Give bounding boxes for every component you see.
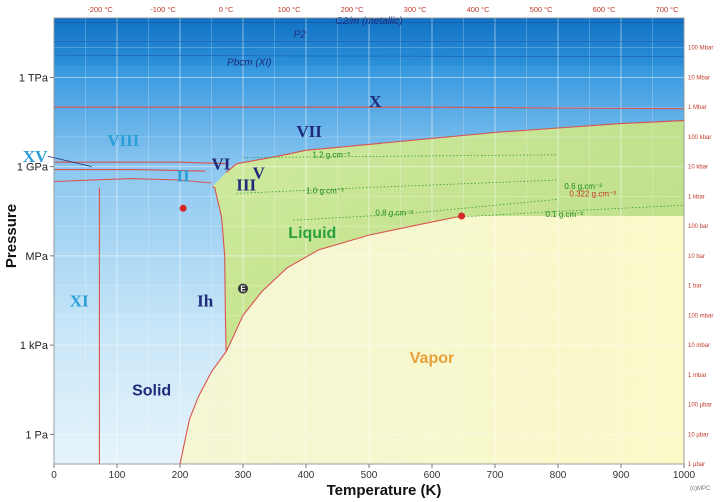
bar-tick-label: 100 kbar: [688, 135, 711, 141]
x-tick-label: 1000: [673, 470, 696, 481]
sublimation-curve: [179, 351, 227, 465]
celsius-tick-label: 500 °C: [530, 5, 554, 14]
ice-phase-label: VIII: [107, 131, 140, 150]
celsius-tick-label: 200 °C: [341, 5, 365, 14]
x-tick-label: 400: [298, 470, 315, 481]
plot-frame: [53, 17, 685, 465]
xv-boundary: [54, 169, 206, 172]
x-tick-label: 300: [235, 470, 252, 481]
footnote: (c)MPC: [690, 486, 711, 492]
celsius-tick-label: 600 °C: [593, 5, 617, 14]
x-tick-label: 900: [613, 470, 630, 481]
high-pressure-phase-label: P2: [294, 29, 307, 40]
celsius-tick-label: 0 °C: [219, 5, 234, 14]
bar-tick-label: 10 µbar: [688, 432, 708, 438]
viii-vii-boundary: [54, 161, 230, 165]
ice-phase-label: X: [369, 92, 382, 111]
y-tick-label: 1 Pa: [25, 429, 49, 441]
y-axis-label: Pressure: [3, 204, 20, 268]
vii-x-boundary: [54, 106, 685, 110]
vii-melting-curve: [277, 120, 685, 157]
density-label: 1.0 g.cm⁻³: [306, 186, 344, 195]
melting-curve: [211, 186, 227, 352]
ice-phase-label: III: [236, 175, 256, 194]
bar-tick-label: 1 µbar: [688, 462, 705, 468]
x-tick-label: 600: [424, 470, 441, 481]
bar-tick-label: 10 Mbar: [688, 75, 710, 81]
ice-phase-label: V: [253, 164, 266, 183]
bar-tick-label: 100 Mbar: [688, 46, 713, 52]
vi-liquid-curve: [225, 155, 278, 174]
y-tick-label: 1 TPa: [19, 72, 49, 84]
pbcm-boundary: [53, 54, 685, 58]
high-pressure-phase-label: Pbcm (XI): [227, 58, 271, 69]
density-label: 0.1 g.cm⁻³: [546, 210, 584, 219]
x-tick-label: 0: [51, 470, 57, 481]
phase-point: [179, 204, 187, 212]
ice-phase-label: Ih: [197, 291, 214, 310]
vaporization-curve: [225, 215, 462, 352]
x-tick-label: 700: [487, 470, 504, 481]
bar-tick-label: 1 Mbar: [688, 105, 707, 111]
bar-tick-label: 1 kbar: [688, 194, 705, 200]
liquid-region: [212, 120, 684, 352]
ice-phase-label: VII: [296, 122, 322, 141]
x-tick-label: 500: [361, 470, 378, 481]
celsius-tick-label: 300 °C: [404, 5, 428, 14]
celsius-tick-label: 100 °C: [278, 5, 302, 14]
bar-tick-label: 10 bar: [688, 254, 705, 260]
ice-phase-label: XV: [23, 147, 48, 166]
celsius-tick-label: 400 °C: [467, 5, 491, 14]
y-tick-label: 1 kPa: [20, 340, 49, 352]
x-axis-label: Temperature (K): [327, 482, 442, 499]
xv-pointer-line: [47, 155, 92, 168]
bar-tick-label: 1 bar: [688, 284, 702, 290]
bar-tick-label: 100 mbar: [688, 313, 713, 319]
celsius-tick-label: -100 °C: [150, 5, 176, 14]
bar-tick-label: 100 µbar: [688, 403, 712, 409]
y-tick-label: 1 GPa: [17, 162, 49, 174]
y-tick-label: MPa: [25, 251, 49, 263]
celsius-tick-label: 700 °C: [656, 5, 680, 14]
high-pressure-phase-label: C2/m (metallic): [335, 16, 402, 27]
region-label: Vapor: [410, 350, 454, 367]
density-label: 0.6 g.cm⁻³: [564, 182, 602, 191]
x-tick-label: 800: [550, 470, 567, 481]
critical-density-label: 0.322 g.cm⁻³: [569, 189, 616, 198]
region-label: Liquid: [288, 225, 336, 242]
density-label: 0.8 g.cm⁻³: [375, 209, 413, 218]
x-tick-label: 100: [109, 470, 126, 481]
point-e-label: E: [240, 285, 246, 294]
bar-tick-label: 1 mbar: [688, 373, 707, 379]
ice-phase-label: VI: [211, 155, 230, 174]
celsius-tick-label: -200 °C: [87, 5, 113, 14]
ice-phase-label: XI: [70, 291, 89, 310]
critical-point: [458, 212, 466, 220]
ice-phase-label: II: [177, 167, 191, 186]
density-label: 1.2 g.cm⁻³: [312, 151, 350, 160]
bar-tick-label: 10 mbar: [688, 343, 710, 349]
density-isochore: [293, 199, 559, 221]
density-isochore: [242, 154, 559, 159]
bar-tick-label: 10 kbar: [688, 165, 708, 171]
bar-tick-label: 100 bar: [688, 224, 708, 230]
region-label: Solid: [132, 383, 171, 400]
ii-boundary: [53, 178, 212, 184]
point-e-marker: [238, 283, 248, 294]
x-tick-label: 200: [172, 470, 189, 481]
